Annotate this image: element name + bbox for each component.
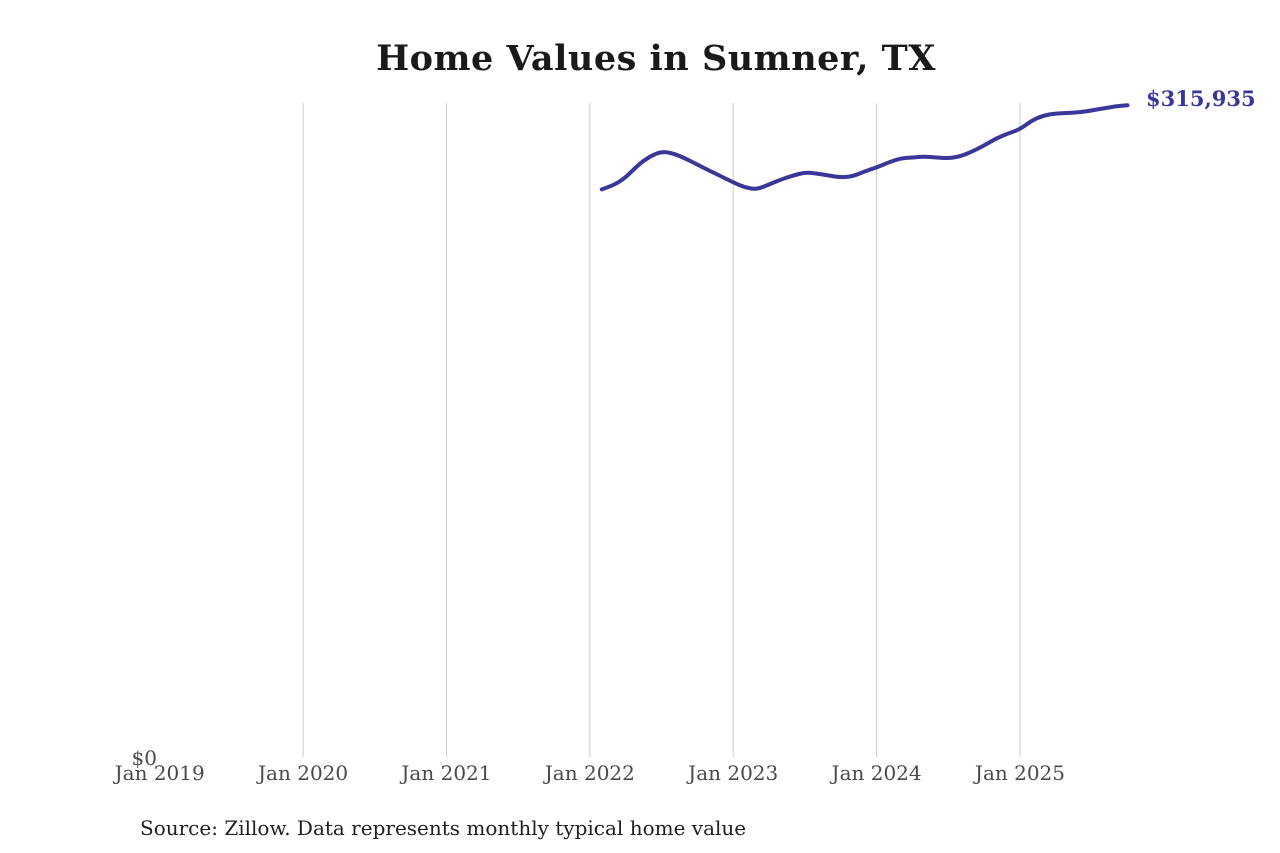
- home-value-line: [599, 103, 1130, 192]
- x-tick-label: Jan 2022: [544, 761, 635, 785]
- x-tick-label: Jan 2023: [688, 761, 779, 785]
- chart-title: Home Values in Sumner, TX: [376, 38, 936, 79]
- x-tick-label: Jan 2025: [974, 761, 1066, 785]
- latest-value-label: $315,935: [1146, 86, 1256, 111]
- source-note: Source: Zillow. Data represents monthly …: [140, 816, 747, 840]
- y-axis-zero-label: $0: [131, 746, 157, 770]
- x-tick-label: Jan 2024: [831, 761, 922, 785]
- gridlines: [302, 103, 1021, 757]
- x-tick-label: Jan 2020: [258, 761, 349, 785]
- x-tick-label: Jan 2019: [114, 761, 205, 785]
- x-tick-label: Jan 2021: [401, 761, 492, 785]
